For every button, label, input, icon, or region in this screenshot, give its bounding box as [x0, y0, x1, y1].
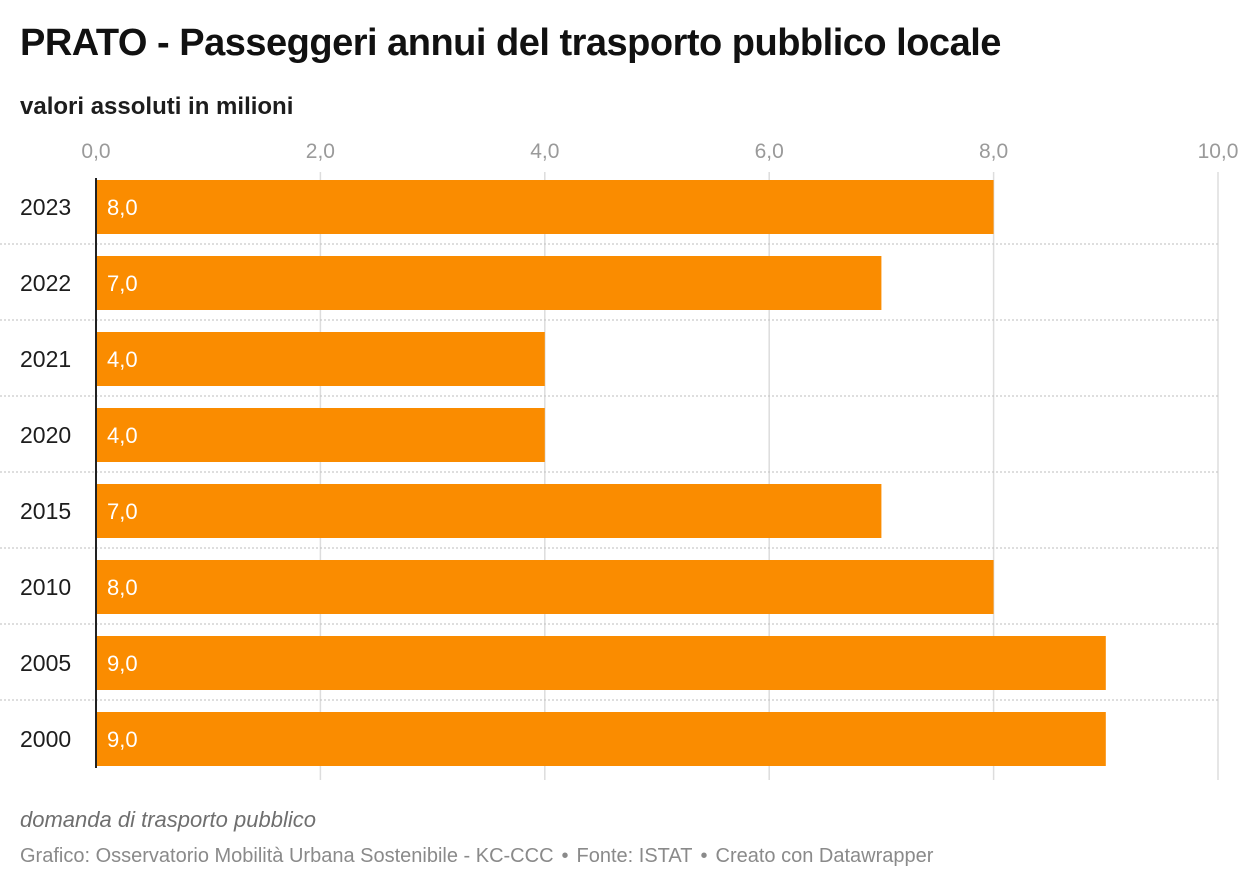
bars — [96, 180, 1106, 766]
bar-value-labels: 8,0 7,0 4,0 4,0 7,0 8,0 9,0 9,0 — [107, 195, 138, 752]
bar-value-label: 9,0 — [107, 651, 138, 676]
x-tick-label: 4,0 — [530, 140, 559, 163]
bar-value-label: 7,0 — [107, 271, 138, 296]
footer-separator: • — [700, 845, 708, 867]
bar-value-label: 9,0 — [107, 727, 138, 752]
x-tick-label: 10,0 — [1198, 140, 1239, 163]
x-tick-label: 8,0 — [979, 140, 1008, 163]
bar — [96, 560, 994, 614]
x-tick-label: 0,0 — [81, 140, 110, 163]
bar — [96, 408, 545, 462]
chart-note: domanda di trasporto pubblico — [20, 807, 316, 832]
footer-tool-link[interactable]: Creato con Datawrapper — [715, 845, 934, 867]
footer-separator: • — [561, 845, 569, 867]
x-tick-label: 2,0 — [306, 140, 335, 163]
y-axis-categories: 2023 2022 2021 2020 2015 2010 2005 2000 — [20, 194, 71, 752]
category-label: 2020 — [20, 422, 71, 448]
bar — [96, 484, 882, 538]
category-label: 2015 — [20, 498, 71, 524]
bar — [96, 180, 994, 234]
bar-value-label: 4,0 — [107, 347, 138, 372]
x-axis-ticks: 0,0 2,0 4,0 6,0 8,0 10,0 — [81, 140, 1238, 163]
bar — [96, 712, 1106, 766]
bar — [96, 636, 1106, 690]
bar-value-label: 8,0 — [107, 575, 138, 600]
bar — [96, 332, 545, 386]
category-label: 2021 — [20, 346, 71, 372]
footer-credit: Grafico: Osservatorio Mobilità Urbana So… — [20, 845, 554, 867]
category-label: 2010 — [20, 574, 71, 600]
bar-value-label: 8,0 — [107, 195, 138, 220]
x-tick-label: 6,0 — [755, 140, 784, 163]
category-label: 2000 — [20, 726, 71, 752]
bar-value-label: 7,0 — [107, 499, 138, 524]
category-label: 2005 — [20, 650, 71, 676]
category-label: 2023 — [20, 194, 71, 220]
bar-value-label: 4,0 — [107, 423, 138, 448]
category-label: 2022 — [20, 270, 71, 296]
chart-footer: Grafico: Osservatorio Mobilità Urbana So… — [20, 845, 933, 868]
chart-subtitle: valori assoluti in milioni — [20, 93, 294, 120]
footer-source: Fonte: ISTAT — [576, 845, 693, 867]
bar — [96, 256, 882, 310]
chart-title: PRATO - Passeggeri annui del trasporto p… — [20, 22, 1001, 64]
bar-chart: 0,0 2,0 4,0 6,0 8,0 10,0 2023 2022 2021 2020 2015… — [0, 140, 1238, 780]
